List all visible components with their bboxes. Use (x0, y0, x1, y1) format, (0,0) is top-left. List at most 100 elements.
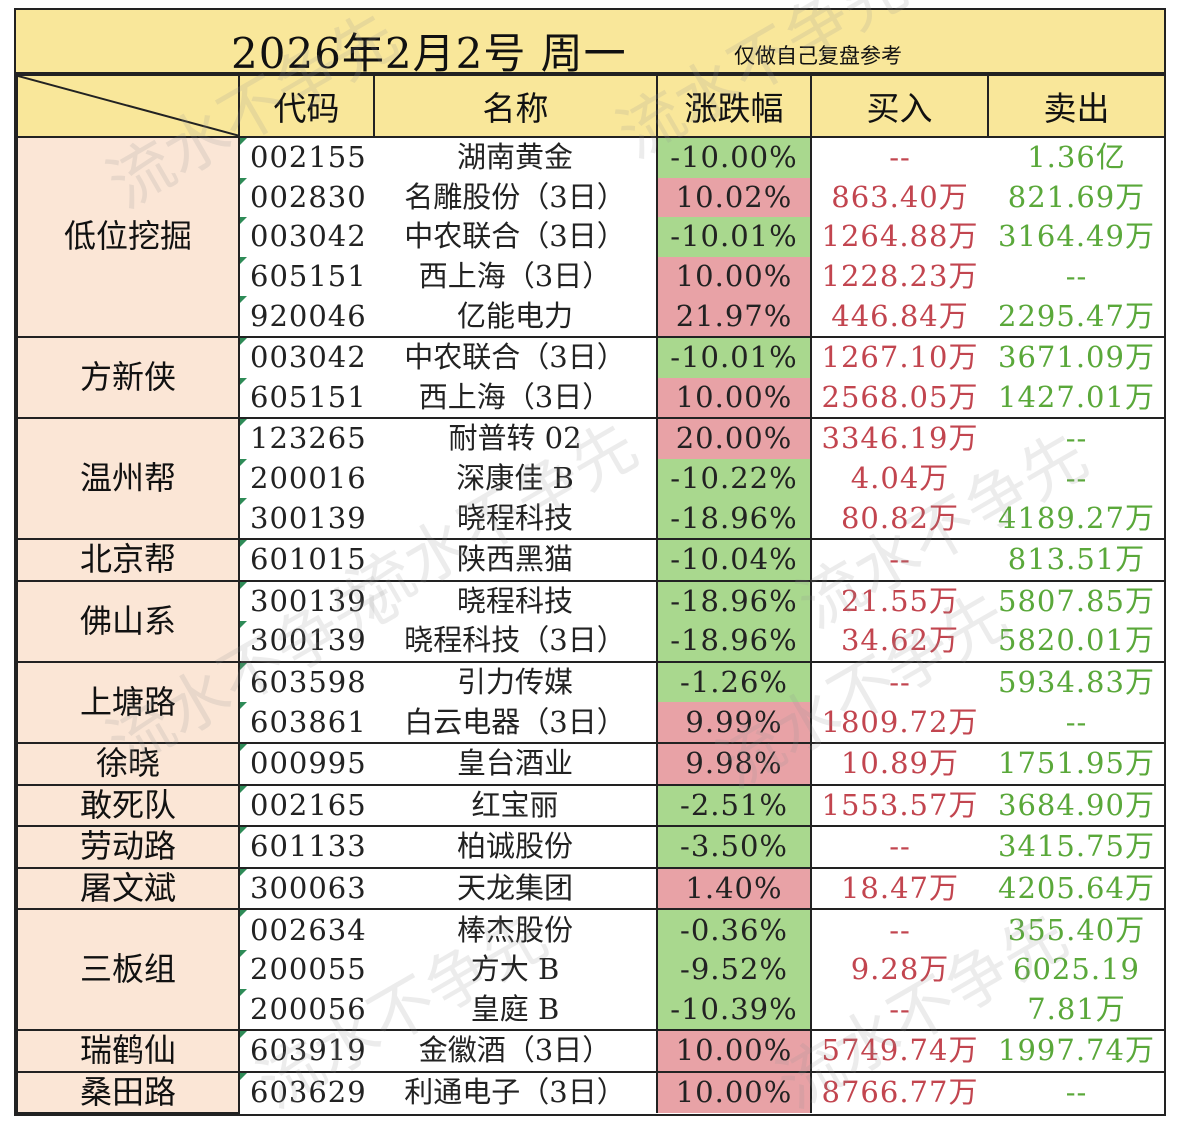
group-label: 桑田路 (16, 1070, 240, 1115)
buy-amount: 4.04万 (850, 461, 950, 496)
title-bar: 2026年2月2号 周一 仅做自己复盘参考 (16, 10, 1164, 78)
buy-amount: 446.84万 (831, 298, 969, 333)
stock-name: 湖南黄金 (374, 136, 657, 178)
stock-name: 晓程科技 (456, 500, 573, 535)
table-row: 屠文斌 300063 天龙集团 1.40% 18.47万 4205.64万 (16, 866, 1165, 911)
change-percent: 10.00% (656, 256, 812, 297)
header-code: 代码 (238, 74, 375, 138)
buy-amount: -- (811, 908, 988, 950)
table-row: 200056 皇庭 B -10.39% -- 7.81万 (17, 989, 1165, 1031)
stock-code: 002155 (239, 136, 374, 178)
table-row: 上塘路 603598 引力传媒 -1.26% -- 5934.83万 (16, 660, 1165, 744)
sell-amount: 6025.19 (1013, 952, 1140, 987)
group-label: 低位挖掘 (16, 136, 240, 338)
buy-amount: -- (889, 991, 911, 1026)
buy-amount: 863.40万 (831, 179, 969, 214)
stock-name: 皇台酒业 (374, 741, 657, 785)
group-label: 瑞鹤仙 (16, 1029, 240, 1073)
sell-amount: 813.51万 (988, 537, 1165, 581)
sell-amount: 1.36亿 (988, 136, 1165, 178)
table-row: 603861 白云电器（3日） 9.99% 1809.72万 -- (17, 702, 1165, 743)
sell-amount: 7.81万 (1027, 991, 1126, 1026)
change-percent: -10.04% (656, 537, 812, 581)
stock-code: 920046 (239, 296, 374, 337)
sell-amount: -- (1065, 704, 1088, 739)
sell-amount: 3164.49万 (998, 219, 1155, 254)
buy-amount: -- (811, 136, 988, 178)
trading-table: 代码 名称 涨跌幅 买入 卖出 低位挖掘 002155 湖南黄金 -10.00% -- 1… (16, 74, 1166, 1115)
buy-amount: -- (811, 660, 988, 703)
stock-name: 耐普转 02 (374, 417, 657, 459)
table-row: 方新侠 003042 中农联合（3日） -10.01% 1267.10万 3671.09万 (16, 335, 1165, 420)
sell-amount: 1427.01万 (998, 379, 1155, 414)
group-label: 北京帮 (16, 537, 240, 582)
buy-amount: 1267.10万 (811, 335, 988, 378)
change-percent: -10.39% (656, 989, 812, 1031)
change-percent: 9.99% (656, 702, 812, 743)
header-row: 代码 名称 涨跌幅 买入 卖出 (16, 74, 1166, 138)
header-change: 涨跌幅 (656, 74, 812, 138)
change-percent: 21.97% (656, 296, 812, 337)
buy-amount: 1809.72万 (821, 704, 979, 739)
table-row: 桑田路 603629 利通电子（3日） 10.00% 8766.77万 -- (16, 1070, 1165, 1115)
stock-code: 603629 (239, 1070, 374, 1114)
group-label: 上塘路 (16, 660, 240, 744)
stock-name: 红宝丽 (374, 783, 657, 827)
group-label: 方新侠 (16, 335, 240, 420)
change-percent: -18.96% (656, 579, 812, 622)
stock-name: 亿能电力 (456, 298, 573, 333)
table-row: 徐晓 000995 皇台酒业 9.98% 10.89万 1751.95万 (16, 741, 1165, 786)
table-row: 605151 西上海（3日） 10.00% 2568.05万 1427.01万 (17, 377, 1165, 419)
stock-name: 柏诚股份 (374, 825, 657, 868)
buy-amount: 1264.88万 (821, 219, 979, 254)
stock-code: 603919 (239, 1029, 374, 1072)
buy-amount: 34.62万 (840, 623, 960, 658)
stock-review-sheet: 2026年2月2号 周一 仅做自己复盘参考 代码 名称 涨跌幅 买入 卖出 低位… (14, 8, 1166, 1117)
stock-code: 003042 (239, 335, 374, 378)
stock-name: 西上海（3日） (418, 379, 612, 414)
change-percent: 10.00% (656, 377, 812, 419)
change-percent: -10.00% (656, 136, 812, 178)
stock-name: 陕西黑猫 (374, 537, 657, 581)
stock-code: 002830 (239, 177, 374, 218)
stock-code: 300139 (239, 621, 374, 662)
buy-amount: 21.55万 (811, 579, 988, 622)
stock-code: 002165 (239, 783, 374, 827)
sell-amount: 821.69万 (1007, 179, 1146, 214)
change-percent: -3.50% (656, 825, 812, 868)
buy-amount: 3346.19万 (811, 417, 988, 459)
sell-amount: 5820.01万 (998, 623, 1155, 658)
group-label: 徐晓 (16, 741, 240, 786)
sell-amount: 1751.95万 (988, 741, 1165, 785)
group-label: 佛山系 (16, 579, 240, 663)
stock-code: 200056 (239, 989, 374, 1030)
stock-name: 金徽酒（3日） (374, 1029, 657, 1072)
stock-name: 棒杰股份 (374, 908, 657, 950)
change-percent: -9.52% (656, 949, 812, 990)
group-label: 三板组 (16, 908, 240, 1032)
sell-amount: 5807.85万 (988, 579, 1165, 622)
buy-amount: 18.47万 (811, 866, 988, 910)
sell-amount: -- (1065, 461, 1088, 496)
stock-name: 方大 B (470, 952, 560, 987)
change-percent: 10.00% (656, 1029, 812, 1072)
change-percent: 10.00% (656, 1070, 812, 1114)
buy-amount: 1553.57万 (811, 783, 988, 827)
sell-amount: 5934.83万 (988, 660, 1165, 703)
stock-name: 中农联合（3日） (404, 219, 626, 254)
stock-code: 601133 (239, 825, 374, 868)
stock-name: 引力传媒 (374, 660, 657, 703)
change-percent: -0.36% (656, 908, 812, 950)
buy-amount: 1228.23万 (821, 259, 979, 294)
header-name: 名称 (373, 74, 658, 138)
buy-amount: 2568.05万 (821, 379, 979, 414)
change-percent: 1.40% (656, 866, 812, 910)
sell-amount: 3671.09万 (988, 335, 1165, 378)
stock-code: 002634 (239, 908, 374, 950)
table-row: 300139 晓程科技 -18.96% 80.82万 4189.27万 (17, 498, 1165, 539)
table-row: 300139 晓程科技（3日） -18.96% 34.62万 5820.01万 (17, 621, 1165, 662)
buy-amount: -- (811, 537, 988, 581)
sell-amount: 3415.75万 (988, 825, 1165, 868)
table-row: 温州帮 123265 耐普转 02 20.00% 3346.19万 -- (16, 417, 1165, 540)
header-sell: 卖出 (987, 74, 1166, 138)
